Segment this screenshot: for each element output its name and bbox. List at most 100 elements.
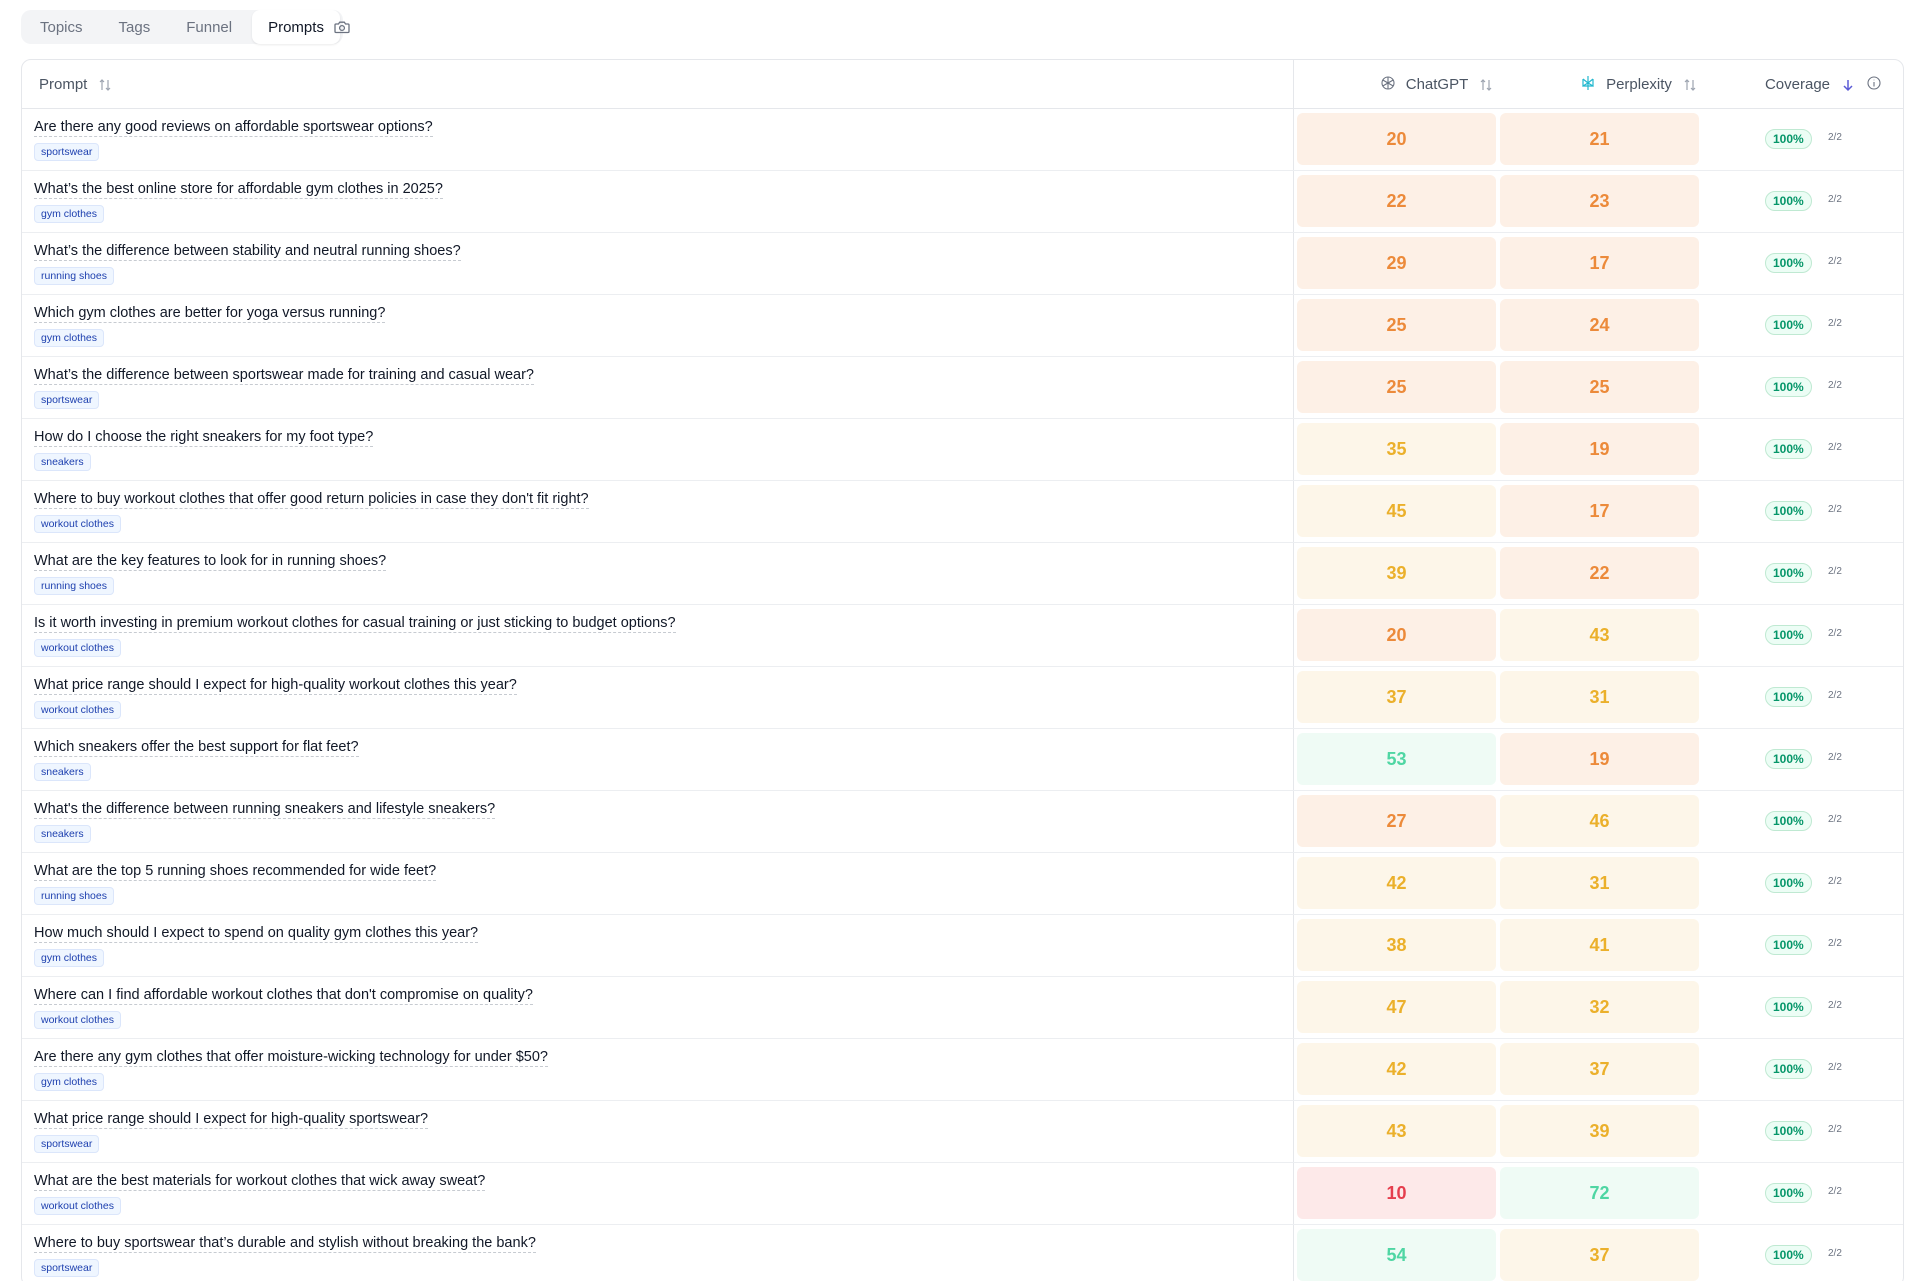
prompt-text[interactable]: Where to buy sportswear that’s durable a…	[34, 1235, 536, 1253]
perplexity-score[interactable]: 37	[1500, 1043, 1699, 1095]
table-row[interactable]: What price range should I expect for hig…	[22, 1101, 1903, 1163]
tag-badge[interactable]: gym clothes	[34, 205, 105, 223]
tag-badge[interactable]: running shoes	[34, 577, 114, 595]
sort-icon[interactable]	[1682, 77, 1698, 93]
table-row[interactable]: What are the top 5 running shoes recomme…	[22, 853, 1903, 915]
prompt-text[interactable]: Are there any gym clothes that offer moi…	[34, 1049, 548, 1067]
table-row[interactable]: Is it worth investing in premium workout…	[22, 605, 1903, 667]
chatgpt-score[interactable]: 45	[1297, 485, 1496, 537]
tag-badge[interactable]: sportswear	[34, 1135, 100, 1153]
tag-badge[interactable]: gym clothes	[34, 1073, 105, 1091]
perplexity-score[interactable]: 39	[1500, 1105, 1699, 1157]
prompt-text[interactable]: What price range should I expect for hig…	[34, 677, 517, 695]
table-row[interactable]: Where to buy sportswear that’s durable a…	[22, 1225, 1903, 1281]
perplexity-score[interactable]: 37	[1500, 1229, 1699, 1281]
chatgpt-score[interactable]: 29	[1297, 237, 1496, 289]
table-row[interactable]: Are there any gym clothes that offer moi…	[22, 1039, 1903, 1101]
tag-badge[interactable]: sportswear	[34, 391, 100, 409]
chatgpt-score[interactable]: 54	[1297, 1229, 1496, 1281]
table-row[interactable]: What are the key features to look for in…	[22, 543, 1903, 605]
table-row[interactable]: Are there any good reviews on affordable…	[22, 109, 1903, 171]
sort-icon[interactable]	[97, 77, 113, 93]
prompt-text[interactable]: What’s the difference between stability …	[34, 243, 461, 261]
chatgpt-score[interactable]: 37	[1297, 671, 1496, 723]
prompt-text[interactable]: What price range should I expect for hig…	[34, 1111, 429, 1129]
tag-badge[interactable]: sportswear	[34, 1259, 100, 1277]
chatgpt-score[interactable]: 42	[1297, 1043, 1496, 1095]
table-row[interactable]: What price range should I expect for hig…	[22, 667, 1903, 729]
tag-badge[interactable]: gym clothes	[34, 949, 105, 967]
table-row[interactable]: Where to buy workout clothes that offer …	[22, 481, 1903, 543]
prompt-text[interactable]: How much should I expect to spend on qua…	[34, 925, 479, 943]
sort-desc-icon[interactable]	[1840, 77, 1856, 93]
chatgpt-score[interactable]: 25	[1297, 299, 1496, 351]
tag-badge[interactable]: workout clothes	[34, 515, 121, 533]
table-row[interactable]: Which sneakers offer the best support fo…	[22, 729, 1903, 791]
perplexity-score[interactable]: 31	[1500, 857, 1699, 909]
column-header-prompt[interactable]: Prompt	[39, 60, 113, 109]
perplexity-score[interactable]: 43	[1500, 609, 1699, 661]
prompt-text[interactable]: What’s the difference between sportswear…	[34, 367, 534, 385]
prompt-text[interactable]: What are the top 5 running shoes recomme…	[34, 863, 437, 881]
prompt-text[interactable]: Is it worth investing in premium workout…	[34, 615, 676, 633]
tag-badge[interactable]: sneakers	[34, 453, 91, 471]
table-row[interactable]: What’s the best online store for afforda…	[22, 171, 1903, 233]
tag-badge[interactable]: gym clothes	[34, 329, 105, 347]
info-icon[interactable]	[1866, 75, 1882, 95]
tab-prompts[interactable]: Prompts	[252, 10, 340, 44]
tag-badge[interactable]: workout clothes	[34, 701, 121, 719]
tag-badge[interactable]: workout clothes	[34, 639, 121, 657]
prompt-text[interactable]: What are the best materials for workout …	[34, 1173, 486, 1191]
tag-badge[interactable]: sportswear	[34, 143, 100, 161]
table-row[interactable]: Where can I find affordable workout clot…	[22, 977, 1903, 1039]
prompt-text[interactable]: How do I choose the right sneakers for m…	[34, 429, 374, 447]
tag-badge[interactable]: running shoes	[34, 267, 114, 285]
chatgpt-score[interactable]: 35	[1297, 423, 1496, 475]
prompt-text[interactable]: What are the key features to look for in…	[34, 553, 387, 571]
chatgpt-score[interactable]: 47	[1297, 981, 1496, 1033]
perplexity-score[interactable]: 32	[1500, 981, 1699, 1033]
perplexity-score[interactable]: 72	[1500, 1167, 1699, 1219]
chatgpt-score[interactable]: 25	[1297, 361, 1496, 413]
perplexity-score[interactable]: 46	[1500, 795, 1699, 847]
chatgpt-score[interactable]: 22	[1297, 175, 1496, 227]
perplexity-score[interactable]: 21	[1500, 113, 1699, 165]
perplexity-score[interactable]: 19	[1500, 423, 1699, 475]
prompt-text[interactable]: What's the difference between running sn…	[34, 801, 496, 819]
column-header-chatgpt[interactable]: ChatGPT	[1337, 60, 1537, 109]
prompt-text[interactable]: What’s the best online store for afforda…	[34, 181, 443, 199]
perplexity-score[interactable]: 22	[1500, 547, 1699, 599]
table-row[interactable]: What's the difference between running sn…	[22, 791, 1903, 853]
tab-tags[interactable]: Tags	[118, 18, 151, 36]
chatgpt-score[interactable]: 43	[1297, 1105, 1496, 1157]
chatgpt-score[interactable]: 10	[1297, 1167, 1496, 1219]
column-header-perplexity[interactable]: Perplexity	[1539, 60, 1739, 109]
camera-icon[interactable]	[330, 14, 354, 40]
chatgpt-score[interactable]: 20	[1297, 609, 1496, 661]
perplexity-score[interactable]: 23	[1500, 175, 1699, 227]
perplexity-score[interactable]: 17	[1500, 485, 1699, 537]
chatgpt-score[interactable]: 38	[1297, 919, 1496, 971]
perplexity-score[interactable]: 17	[1500, 237, 1699, 289]
perplexity-score[interactable]: 25	[1500, 361, 1699, 413]
table-row[interactable]: What’s the difference between stability …	[22, 233, 1903, 295]
perplexity-score[interactable]: 24	[1500, 299, 1699, 351]
table-row[interactable]: What’s the difference between sportswear…	[22, 357, 1903, 419]
table-row[interactable]: Which gym clothes are better for yoga ve…	[22, 295, 1903, 357]
tag-badge[interactable]: workout clothes	[34, 1011, 121, 1029]
tag-badge[interactable]: workout clothes	[34, 1197, 121, 1215]
prompt-text[interactable]: Which gym clothes are better for yoga ve…	[34, 305, 386, 323]
table-row[interactable]: How much should I expect to spend on qua…	[22, 915, 1903, 977]
chatgpt-score[interactable]: 39	[1297, 547, 1496, 599]
tab-funnel[interactable]: Funnel	[186, 18, 233, 36]
sort-icon[interactable]	[1478, 77, 1494, 93]
table-row[interactable]: How do I choose the right sneakers for m…	[22, 419, 1903, 481]
tag-badge[interactable]: running shoes	[34, 887, 114, 905]
chatgpt-score[interactable]: 20	[1297, 113, 1496, 165]
perplexity-score[interactable]: 19	[1500, 733, 1699, 785]
prompt-text[interactable]: Where to buy workout clothes that offer …	[34, 491, 589, 509]
column-header-coverage[interactable]: Coverage	[1742, 60, 1903, 109]
chatgpt-score[interactable]: 27	[1297, 795, 1496, 847]
tab-topics[interactable]: Topics	[40, 18, 83, 36]
prompt-text[interactable]: Where can I find affordable workout clot…	[34, 987, 533, 1005]
